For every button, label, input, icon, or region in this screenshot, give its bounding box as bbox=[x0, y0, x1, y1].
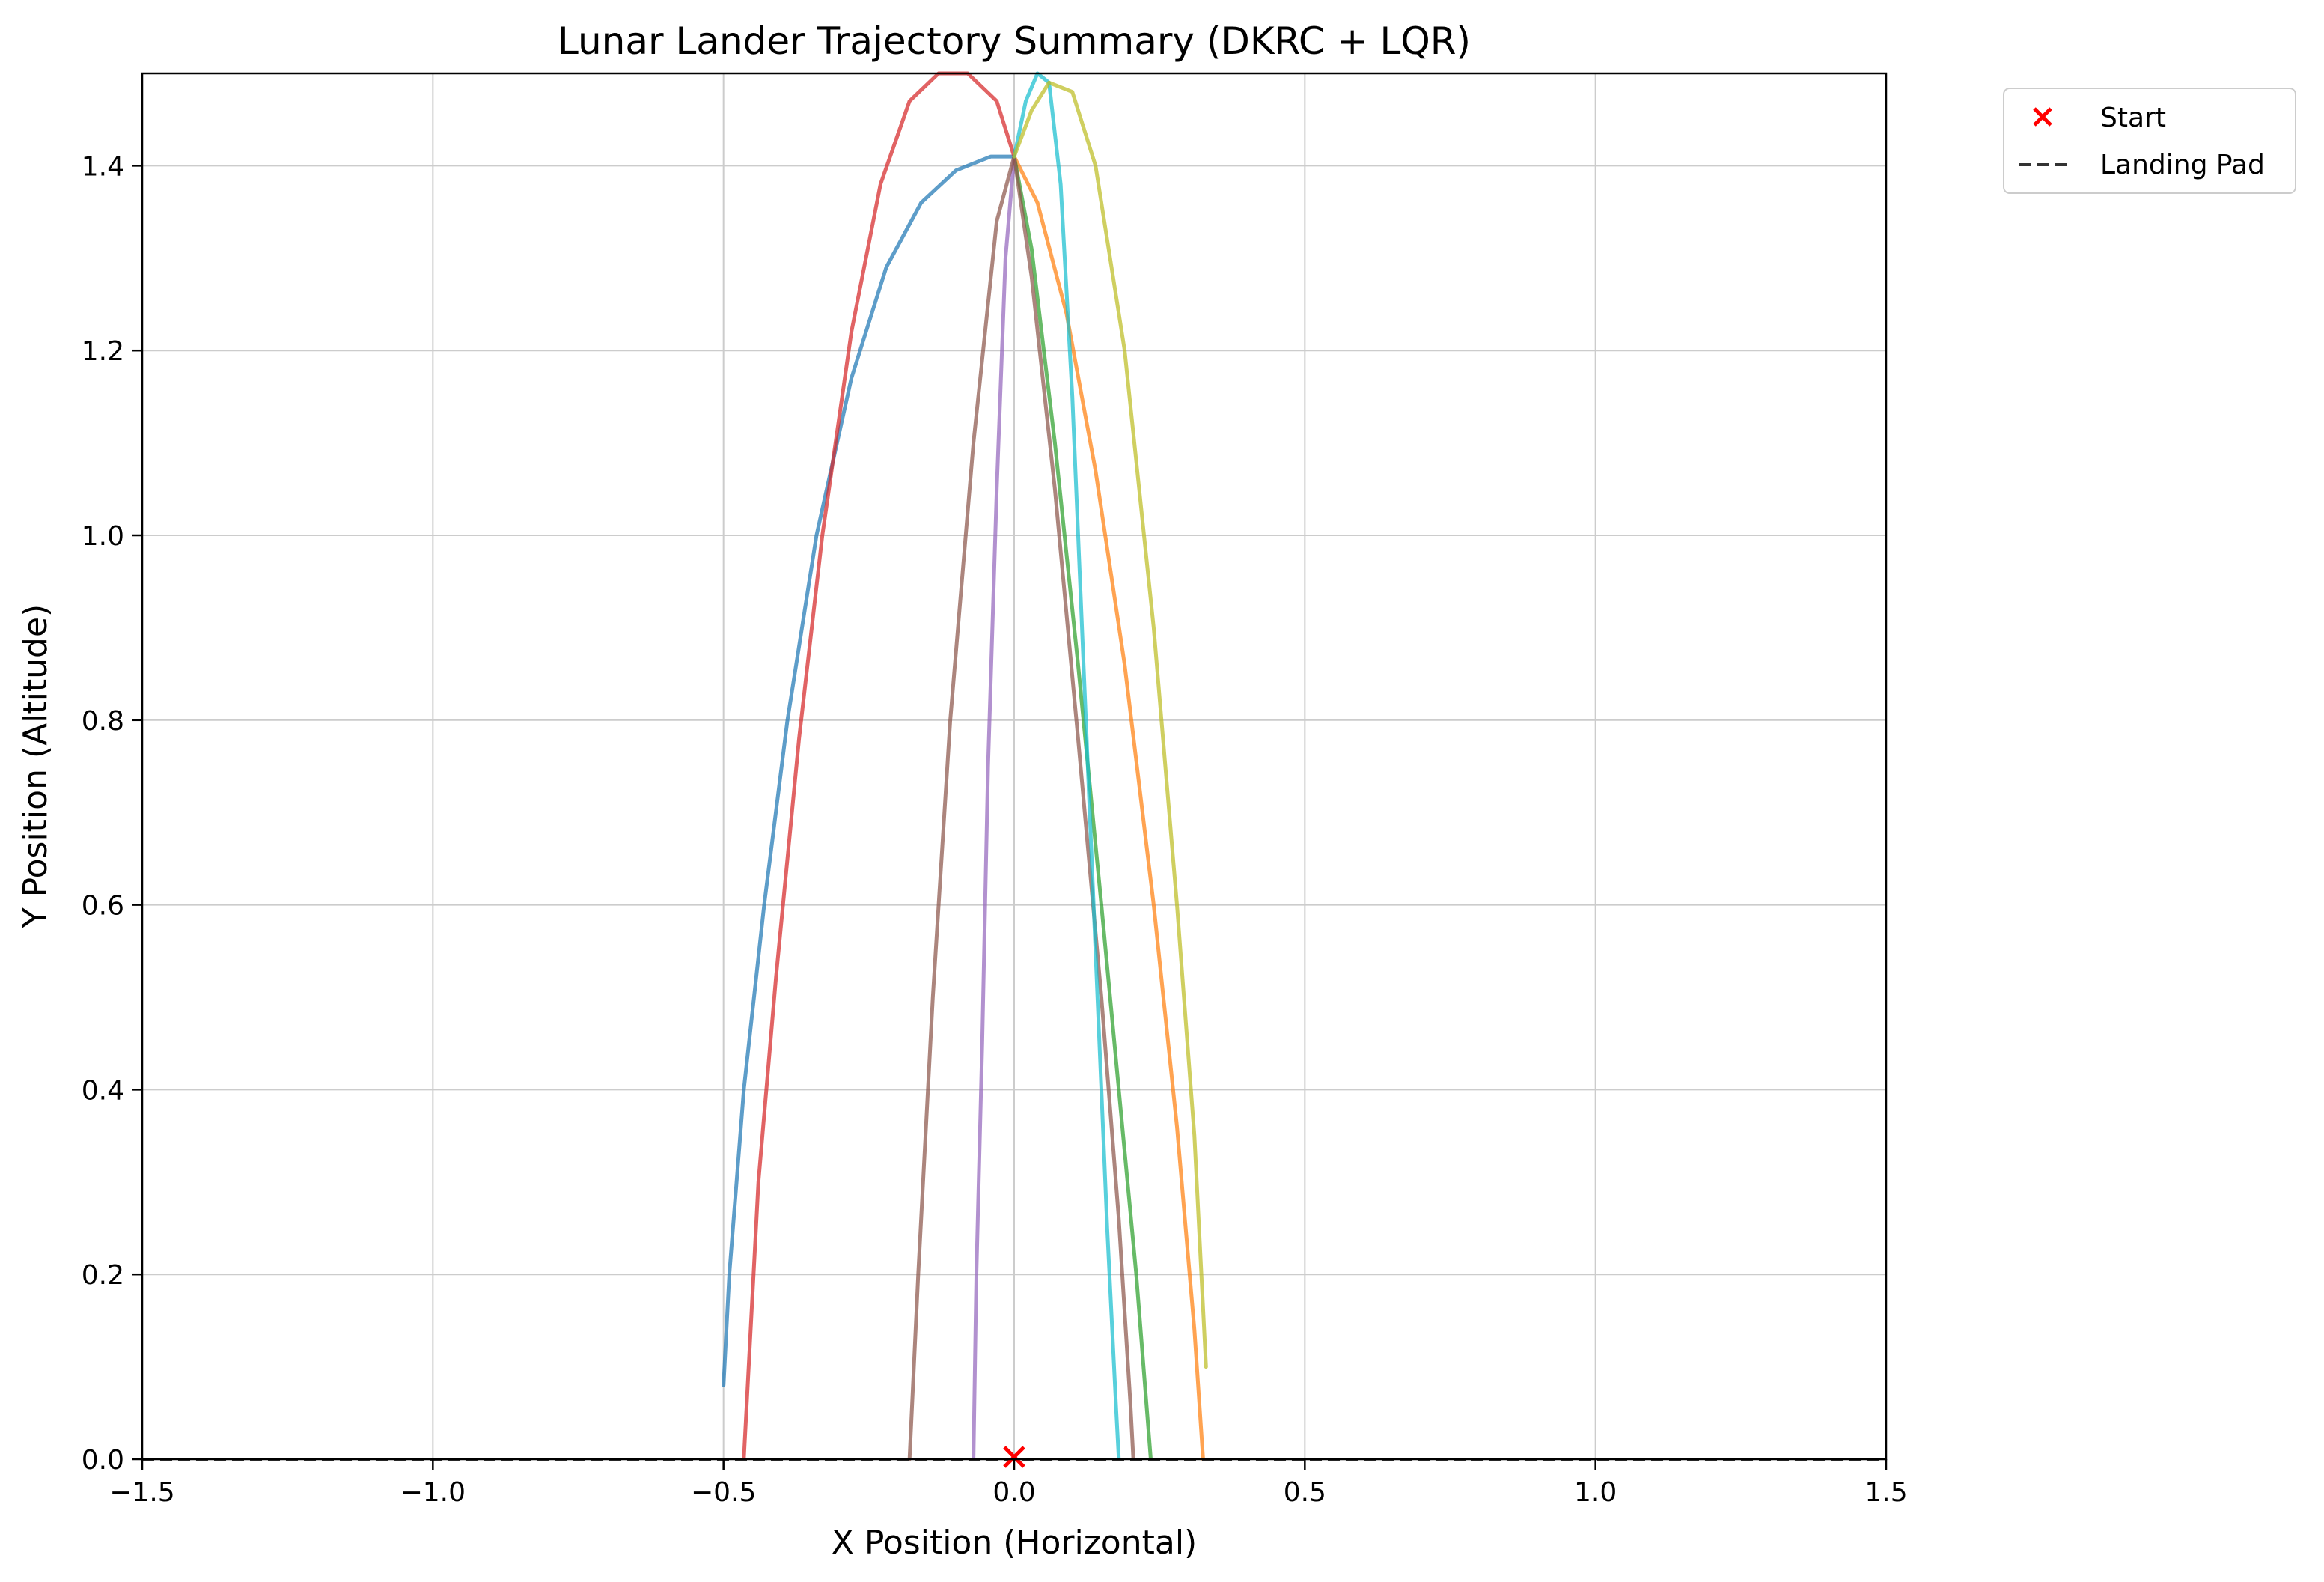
y-tick-label: 1.0 bbox=[82, 521, 124, 552]
trajectory-line-9 bbox=[1012, 80, 1208, 1369]
x-tick-label: −1.5 bbox=[109, 1477, 174, 1508]
x-tick-label: 1.5 bbox=[1864, 1477, 1907, 1508]
y-tick-label: 0.4 bbox=[82, 1075, 124, 1106]
x-tick-label: 1.0 bbox=[1574, 1477, 1617, 1508]
x-tick-label: −1.0 bbox=[400, 1477, 466, 1508]
legend: Start Landing Pad bbox=[2003, 88, 2296, 194]
legend-start-marker bbox=[2033, 107, 2052, 127]
y-tick-label: 0.2 bbox=[82, 1260, 124, 1291]
legend-landing-pad-label: Landing Pad bbox=[2100, 150, 2265, 180]
x-axis-label: X Position (Horizontal) bbox=[832, 1524, 1197, 1562]
y-tick-label: 0.8 bbox=[82, 706, 124, 737]
y-tick-label: 0.0 bbox=[82, 1445, 124, 1476]
trajectory-line-8 bbox=[1012, 71, 1121, 1461]
start-marker bbox=[1003, 1446, 1025, 1468]
axis-ticks: −1.5 −1.0 −0.5 0.0 0.5 1.0 1.5 0.0 0.2 0.4 0.6 0.8 1… bbox=[82, 151, 1908, 1508]
trajectory-line-5 bbox=[972, 154, 1016, 1461]
legend-start-label: Start bbox=[2100, 103, 2166, 133]
start-marker-layer bbox=[1003, 1446, 1025, 1468]
y-tick-label: 1.2 bbox=[82, 336, 124, 367]
trajectory-line-7 bbox=[1012, 154, 1135, 1461]
legend-box bbox=[2003, 88, 2296, 194]
y-tick-label: 1.4 bbox=[82, 151, 124, 182]
trajectory-line-4 bbox=[742, 71, 1016, 1461]
x-tick-label: 0.0 bbox=[992, 1477, 1035, 1508]
y-axis-label: Y Position (Altitude) bbox=[16, 604, 55, 928]
y-tick-label: 0.6 bbox=[82, 891, 124, 922]
trajectory-series bbox=[722, 71, 1208, 1461]
x-tick-label: −0.5 bbox=[691, 1477, 756, 1508]
trajectory-line-2 bbox=[1012, 154, 1205, 1461]
x-tick-label: 0.5 bbox=[1284, 1477, 1326, 1508]
start-marker-stroke bbox=[1003, 1446, 1025, 1468]
chart-title: Lunar Lander Trajectory Summary (DKRC + … bbox=[558, 19, 1471, 63]
trajectory-line-6 bbox=[907, 154, 1016, 1461]
